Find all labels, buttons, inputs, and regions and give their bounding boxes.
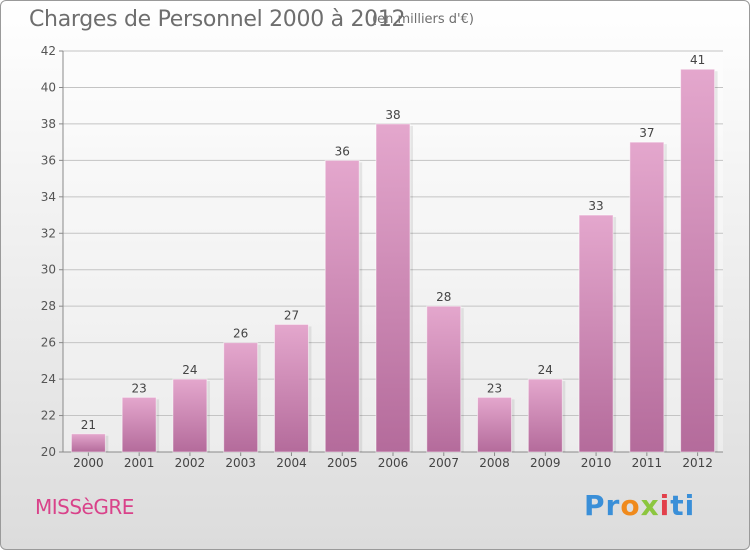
proxiti-logo[interactable]: Proxiti xyxy=(584,489,695,522)
logo-part: i xyxy=(659,489,671,522)
x-tick-label: 2000 xyxy=(73,456,104,470)
x-tick-label: 2006 xyxy=(378,456,409,470)
bar-value-label: 26 xyxy=(233,327,248,341)
x-tick-label: 2009 xyxy=(530,456,561,470)
x-tick-label: 2001 xyxy=(124,456,155,470)
bar-value-label: 28 xyxy=(436,290,451,304)
y-tick-label: 38 xyxy=(41,117,56,131)
bar-value-label: 37 xyxy=(639,126,654,140)
bar xyxy=(578,214,614,453)
bar-value-label: 21 xyxy=(81,418,96,432)
y-tick-label: 36 xyxy=(41,153,56,167)
bar xyxy=(70,433,106,453)
y-tick-label: 42 xyxy=(41,44,56,58)
labels-layer: 20 22 24 26 28 30 32 34 36 38 40 42 21 2000 23 2001 24 20… xyxy=(41,44,713,470)
x-tick-label: 2008 xyxy=(479,456,510,470)
x-tick-label: 2011 xyxy=(632,456,663,470)
y-tick-label: 28 xyxy=(41,299,56,313)
y-tick-label: 26 xyxy=(41,336,56,350)
bar xyxy=(527,378,563,453)
bars-layer xyxy=(70,68,718,453)
chart-title: Charges de Personnel 2000 à 2012 xyxy=(29,7,406,32)
chart-subtitle: (en milliers d'€) xyxy=(372,12,474,27)
y-tick-label: 20 xyxy=(41,445,56,459)
bar-value-label: 24 xyxy=(538,363,553,377)
bar-value-label: 33 xyxy=(588,199,603,213)
bar-value-label: 27 xyxy=(284,308,299,322)
x-tick-label: 2010 xyxy=(581,456,612,470)
x-tick-label: 2012 xyxy=(682,456,713,470)
bar xyxy=(629,141,665,453)
bar xyxy=(172,378,208,453)
bar xyxy=(477,396,513,453)
bar-value-label: 41 xyxy=(690,53,705,67)
logo-part: ti xyxy=(670,489,696,522)
bar-value-label: 23 xyxy=(487,381,502,395)
bar xyxy=(680,68,716,453)
bar xyxy=(223,342,259,453)
bar xyxy=(375,123,411,453)
logo-part: o xyxy=(620,489,641,522)
y-tick-label: 22 xyxy=(41,409,56,423)
y-tick-label: 32 xyxy=(41,226,56,240)
bar-value-label: 23 xyxy=(132,381,147,395)
y-tick-label: 40 xyxy=(41,80,56,94)
logo-part: x xyxy=(640,489,660,522)
y-tick-label: 34 xyxy=(41,190,56,204)
bar-value-label: 36 xyxy=(335,144,350,158)
x-tick-label: 2004 xyxy=(276,456,307,470)
logo-part: Pr xyxy=(584,489,621,522)
x-tick-label: 2003 xyxy=(225,456,256,470)
bar-value-label: 24 xyxy=(182,363,197,377)
commune-name: MISSèGRE xyxy=(35,495,134,519)
bar xyxy=(324,159,360,453)
x-tick-label: 2005 xyxy=(327,456,358,470)
y-tick-label: 24 xyxy=(41,372,56,386)
bar xyxy=(121,396,157,453)
bar-value-label: 38 xyxy=(385,108,400,122)
x-tick-label: 2002 xyxy=(175,456,206,470)
x-tick-label: 2007 xyxy=(428,456,459,470)
y-tick-label: 30 xyxy=(41,263,56,277)
bar xyxy=(426,305,462,453)
bar xyxy=(273,323,309,453)
